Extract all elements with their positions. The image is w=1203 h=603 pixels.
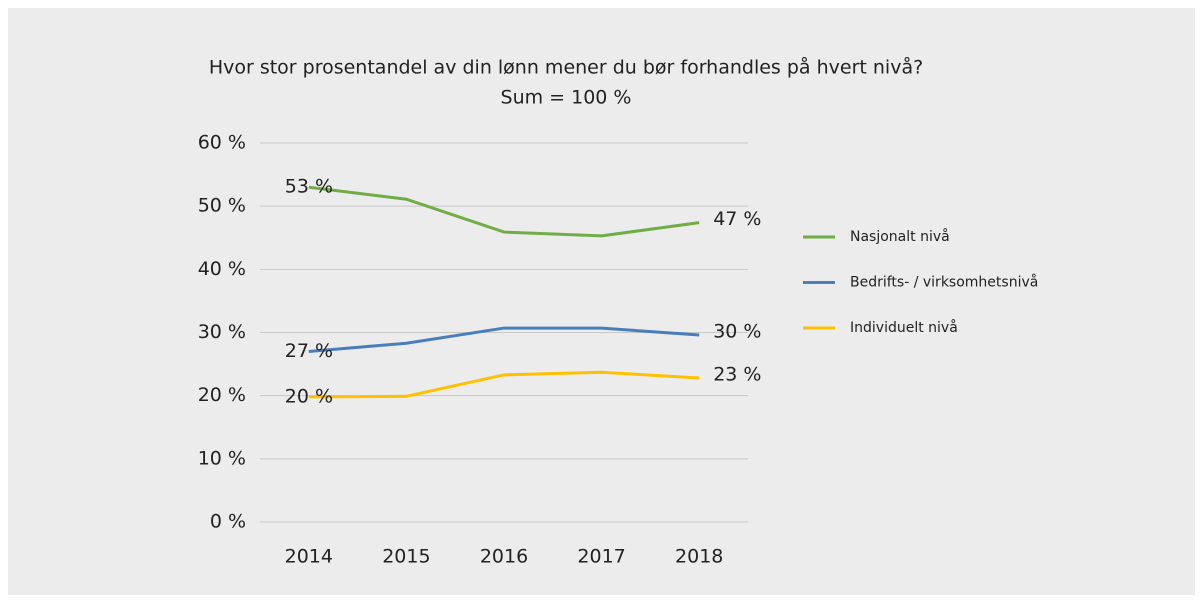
x-tick-label: 2014 bbox=[285, 546, 333, 568]
y-tick-label: 20 % bbox=[198, 384, 246, 406]
data-label: 23 % bbox=[713, 363, 761, 385]
x-tick-label: 2018 bbox=[675, 546, 723, 568]
y-tick-label: 10 % bbox=[198, 447, 246, 469]
x-tick-label: 2017 bbox=[577, 546, 625, 568]
y-tick-label: 60 % bbox=[198, 132, 246, 154]
data-label: 53 % bbox=[285, 176, 333, 198]
x-tick-label: 2016 bbox=[480, 546, 528, 568]
data-line bbox=[308, 326, 700, 353]
data-line bbox=[308, 185, 700, 238]
y-tick-label: 50 % bbox=[198, 195, 246, 217]
y-tick-label: 0 % bbox=[210, 511, 246, 533]
data-line bbox=[308, 370, 700, 399]
legend-label: Bedrifts- / virksomhetsnivå bbox=[850, 274, 1038, 291]
panel bbox=[8, 8, 1195, 595]
data-label: 20 % bbox=[285, 385, 333, 407]
chart-subtitle: Sum = 100 % bbox=[501, 87, 632, 109]
legend-label: Nasjonalt nivå bbox=[850, 228, 950, 245]
data-label: 30 % bbox=[713, 321, 761, 343]
data-label: 47 % bbox=[713, 208, 761, 230]
x-tick-label: 2015 bbox=[382, 546, 430, 568]
chart-title: Hvor stor prosentandel av din lønn mener… bbox=[209, 56, 923, 79]
y-tick-label: 30 % bbox=[198, 321, 246, 343]
y-tick-label: 40 % bbox=[198, 258, 246, 280]
legend-label: Individuelt nivå bbox=[850, 319, 958, 336]
data-label: 27 % bbox=[285, 340, 333, 362]
